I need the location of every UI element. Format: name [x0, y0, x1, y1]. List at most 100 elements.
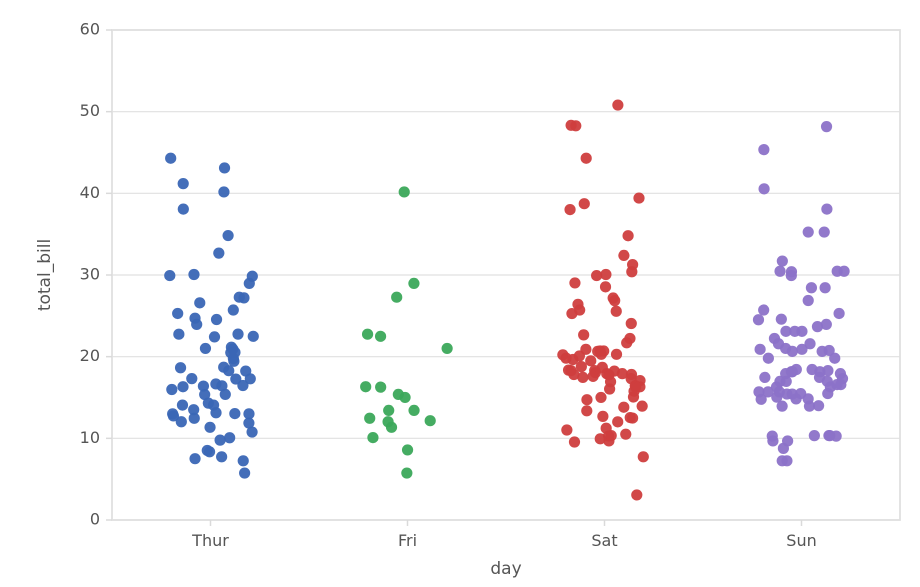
data-point [177, 400, 188, 411]
data-point [838, 266, 849, 277]
data-point [786, 366, 797, 377]
data-point [213, 248, 224, 259]
data-point [604, 383, 615, 394]
y-tick-label: 50 [80, 101, 100, 120]
data-point [611, 306, 622, 317]
data-point [781, 376, 792, 387]
data-point [609, 365, 620, 376]
x-axis-ticks: ThurFriSatSun [191, 520, 817, 550]
data-point [565, 365, 576, 376]
chart-svg: 0102030405060 ThurFriSatSun total_bill d… [0, 0, 920, 587]
data-point [611, 349, 622, 360]
data-point [835, 379, 846, 390]
data-point [806, 282, 817, 293]
data-point [564, 204, 575, 215]
x-axis-label: day [490, 559, 521, 579]
data-point [375, 382, 386, 393]
data-point [821, 121, 832, 132]
data-point [399, 392, 410, 403]
data-point [177, 381, 188, 392]
data-point [204, 422, 215, 433]
data-point [820, 282, 831, 293]
data-point [813, 400, 824, 411]
y-tick-label: 30 [80, 265, 100, 284]
strip-plot: 0102030405060 ThurFriSatSun total_bill d… [0, 0, 920, 587]
data-point [557, 349, 568, 360]
data-point [408, 278, 419, 289]
data-point [442, 343, 453, 354]
data-point [167, 408, 178, 419]
data-point [606, 430, 617, 441]
data-point [834, 308, 845, 319]
data-point [809, 430, 820, 441]
data-point [758, 144, 769, 155]
data-point [216, 380, 227, 391]
data-point [216, 451, 227, 462]
data-point [238, 455, 249, 466]
data-point [172, 308, 183, 319]
data-point [209, 331, 220, 342]
data-point [579, 198, 590, 209]
data-point [626, 318, 637, 329]
data-point [228, 353, 239, 364]
data-point [578, 329, 589, 340]
data-point [819, 226, 830, 237]
data-point [767, 435, 778, 446]
data-point [618, 402, 629, 413]
data-point [569, 277, 580, 288]
data-point [786, 270, 797, 281]
data-point [566, 120, 577, 131]
data-point [425, 415, 436, 426]
data-point [175, 362, 186, 373]
data-point [239, 467, 250, 478]
y-tick-label: 40 [80, 183, 100, 202]
data-point [173, 329, 184, 340]
data-point [773, 338, 784, 349]
data-point [166, 384, 177, 395]
data-point [364, 413, 375, 424]
x-tick-label: Sat [591, 531, 617, 550]
data-point [814, 366, 825, 377]
data-point [612, 416, 623, 427]
data-point [240, 365, 251, 376]
data-point [165, 153, 176, 164]
data-point [620, 429, 631, 440]
data-point [622, 230, 633, 241]
data-point [243, 417, 254, 428]
data-point [633, 192, 644, 203]
y-tick-label: 10 [80, 428, 100, 447]
data-point [408, 405, 419, 416]
data-point [787, 346, 798, 357]
data-point [777, 455, 788, 466]
data-point [229, 408, 240, 419]
data-point [595, 345, 606, 356]
data-point [595, 392, 606, 403]
data-point [822, 388, 833, 399]
data-point [215, 435, 226, 446]
y-axis-label: total_bill [35, 239, 55, 311]
data-point [367, 432, 378, 443]
data-point [795, 388, 806, 399]
data-point [591, 270, 602, 281]
data-point [626, 266, 637, 277]
data-point [202, 445, 213, 456]
x-tick-label: Thur [191, 531, 229, 550]
data-point [758, 183, 769, 194]
data-point [777, 401, 788, 412]
data-point [186, 373, 197, 384]
data-point [627, 412, 638, 423]
data-point [796, 326, 807, 337]
data-point [780, 326, 791, 337]
data-point [230, 373, 241, 384]
data-point [248, 331, 259, 342]
data-point [189, 453, 200, 464]
data-point [624, 333, 635, 344]
data-point [759, 372, 770, 383]
data-point [218, 186, 229, 197]
data-point [777, 255, 788, 266]
y-tick-label: 0 [90, 510, 100, 529]
data-point [755, 344, 766, 355]
data-point [194, 297, 205, 308]
data-point [626, 373, 637, 384]
x-tick-label: Sun [786, 531, 816, 550]
